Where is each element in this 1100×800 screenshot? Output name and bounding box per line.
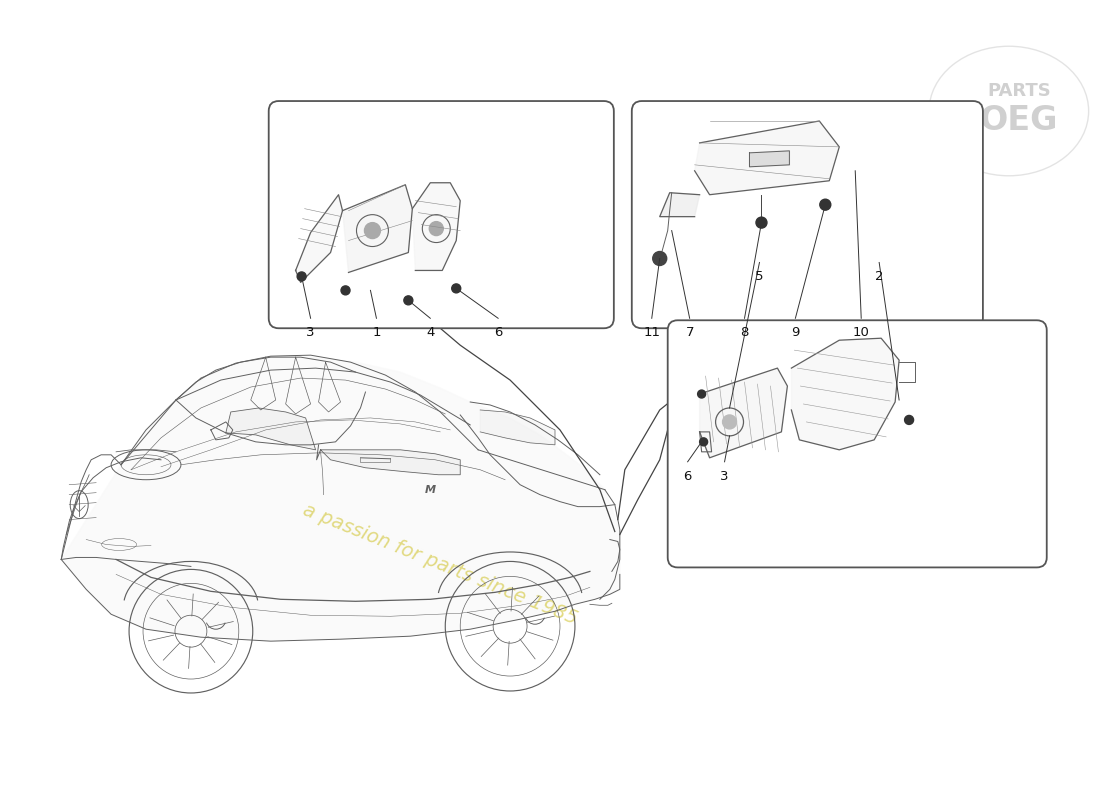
Polygon shape (226, 408, 316, 450)
Circle shape (700, 438, 707, 446)
Polygon shape (694, 121, 839, 194)
Text: 1985: 1985 (718, 286, 920, 354)
Text: 3: 3 (307, 326, 315, 339)
Circle shape (697, 390, 705, 398)
Text: 7: 7 (685, 326, 694, 339)
Polygon shape (412, 182, 460, 270)
Circle shape (364, 222, 381, 238)
Polygon shape (320, 450, 460, 474)
Circle shape (297, 272, 306, 281)
Circle shape (820, 199, 830, 210)
Polygon shape (342, 185, 412, 273)
Circle shape (341, 286, 350, 295)
Text: 10: 10 (852, 326, 870, 339)
Text: 2: 2 (874, 270, 883, 283)
Circle shape (452, 284, 461, 293)
Text: 9: 9 (791, 326, 800, 339)
Polygon shape (791, 338, 899, 450)
Text: 11: 11 (644, 326, 660, 339)
FancyBboxPatch shape (268, 101, 614, 328)
Circle shape (652, 251, 667, 266)
Text: 3: 3 (720, 470, 729, 482)
Circle shape (723, 415, 737, 429)
Circle shape (904, 415, 914, 425)
Text: 5: 5 (756, 270, 763, 283)
Text: a passion for parts since 1985: a passion for parts since 1985 (300, 501, 581, 628)
Circle shape (429, 222, 443, 235)
Text: 4: 4 (426, 326, 434, 339)
FancyBboxPatch shape (668, 320, 1047, 567)
Text: M: M (425, 485, 436, 494)
Text: PARTS: PARTS (987, 82, 1050, 100)
Text: 8: 8 (740, 326, 749, 339)
Polygon shape (296, 194, 342, 282)
Polygon shape (62, 357, 619, 641)
Text: 6: 6 (494, 326, 503, 339)
Polygon shape (481, 410, 556, 445)
Polygon shape (700, 368, 788, 458)
Text: OEG: OEG (980, 105, 1058, 138)
Circle shape (404, 296, 412, 305)
Text: 1: 1 (372, 326, 381, 339)
FancyBboxPatch shape (631, 101, 983, 328)
Polygon shape (749, 151, 790, 167)
Text: 6: 6 (683, 470, 692, 482)
Polygon shape (660, 193, 700, 217)
Circle shape (756, 217, 767, 228)
